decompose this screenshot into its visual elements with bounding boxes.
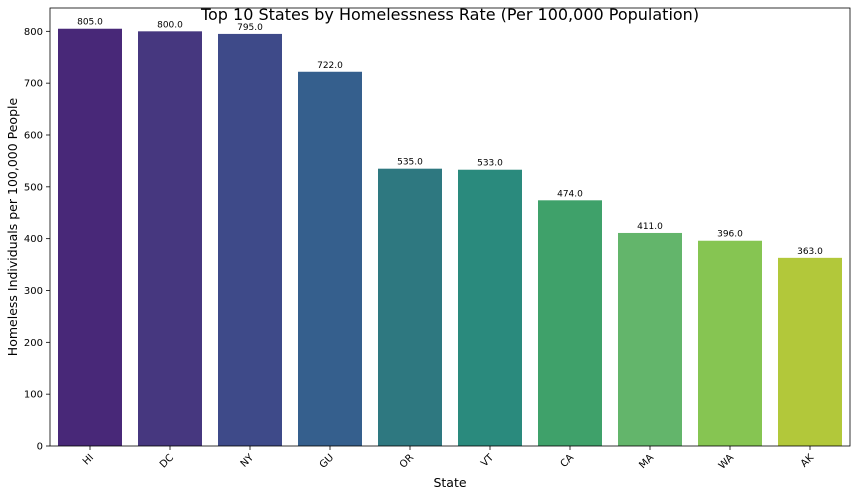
x-tick-label-hi: HI <box>81 452 96 467</box>
x-tick-label-dc: DC <box>158 452 176 470</box>
data-label-ca: 474.0 <box>557 189 583 199</box>
x-tick-label-gu: GU <box>318 452 336 470</box>
y-tick-label: 400 <box>24 234 43 245</box>
x-tick-label-ma: MA <box>637 452 656 471</box>
x-tick-label-ca: CA <box>559 452 577 470</box>
x-axis-label: State <box>433 475 466 490</box>
x-tick-label-ny: NY <box>239 452 257 470</box>
y-tick-label: 300 <box>24 286 43 297</box>
data-label-gu: 722.0 <box>317 61 343 71</box>
bar-dc <box>138 31 202 447</box>
bar-ma <box>618 232 682 446</box>
data-label-hi: 805.0 <box>77 18 103 28</box>
y-axis-ticks: 0 100 200 300 400 500 600 700 800 <box>24 27 50 453</box>
chart-title: Top 10 States by Homelessness Rate (Per … <box>200 5 699 24</box>
y-tick-label: 600 <box>24 130 43 141</box>
bar-vt <box>458 169 522 446</box>
x-tick-label-ak: AK <box>799 452 817 470</box>
y-tick-label: 800 <box>24 27 43 38</box>
data-label-ak: 363.0 <box>797 247 823 257</box>
x-tick-label-or: OR <box>398 452 416 470</box>
y-tick-label: 700 <box>24 79 43 90</box>
bar-ak <box>778 257 842 446</box>
data-label-ny: 795.0 <box>237 23 263 33</box>
bars-group <box>58 28 842 447</box>
bar-wa <box>698 240 762 446</box>
data-labels: 805.0 800.0 795.0 722.0 535.0 533.0 474.0 411.0… <box>77 18 823 257</box>
y-tick-label: 200 <box>24 338 43 349</box>
y-tick-label: 0 <box>37 442 43 453</box>
bar-ny <box>218 33 282 446</box>
bar-gu <box>298 71 362 446</box>
plot-frame <box>49 7 851 447</box>
x-tick-label-wa: WA <box>717 452 736 471</box>
x-tick-label-vt: VT <box>479 452 497 470</box>
y-tick-label: 100 <box>24 390 43 401</box>
x-axis-ticks: HI DC NY GU OR VT CA MA WA AK <box>81 446 816 472</box>
data-label-ma: 411.0 <box>637 222 663 232</box>
bar-or <box>378 168 442 446</box>
bar-hi <box>58 28 122 446</box>
data-label-wa: 396.0 <box>717 230 743 240</box>
y-tick-label: 500 <box>24 182 43 193</box>
bar-ca <box>538 200 602 446</box>
data-label-vt: 533.0 <box>477 159 503 169</box>
data-label-or: 535.0 <box>397 158 423 168</box>
y-axis-label: Homeless Individuals per 100,000 People <box>5 98 20 357</box>
data-label-dc: 800.0 <box>157 20 183 30</box>
